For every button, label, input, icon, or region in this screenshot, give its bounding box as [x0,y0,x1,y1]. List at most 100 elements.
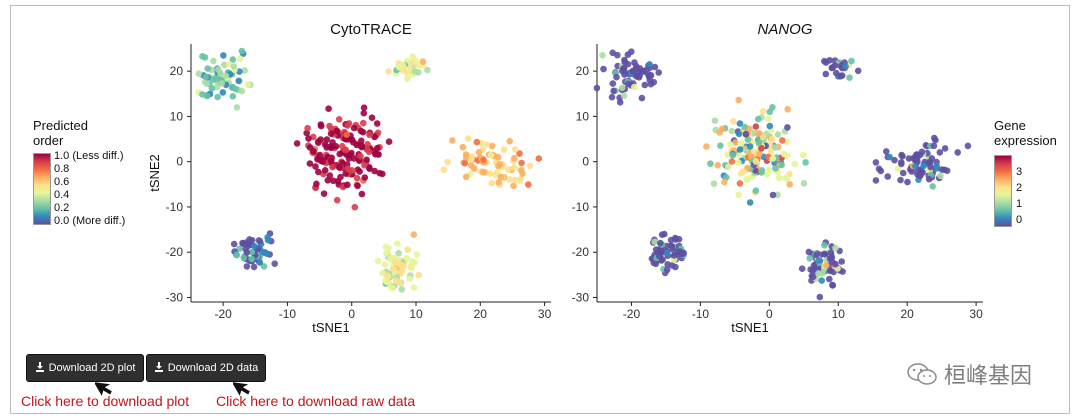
data-point [609,80,617,87]
data-point [406,275,414,283]
data-point [351,203,359,211]
data-point [344,181,351,189]
legend-label-0-2: 0.2 [54,202,70,214]
data-point [396,279,404,287]
data-point [392,258,399,266]
data-point [798,265,806,273]
x-tick-label: -20 [214,307,232,321]
data-point [260,263,268,270]
data-point [468,153,476,160]
data-point [724,163,732,170]
legend-label-0-4: 0.4 [54,189,70,201]
x-tick-label: 0 [766,307,773,321]
data-point [236,55,244,63]
data-point [359,128,367,136]
data-point [711,117,719,124]
data-point [230,63,238,70]
data-point [759,108,767,115]
legend-title-line2: order [33,132,64,148]
data-point [943,167,951,174]
y-tick-label: -10 [166,200,184,214]
data-point [250,263,258,271]
data-point [238,47,246,55]
data-point [353,174,361,182]
data-point [614,51,621,59]
annotation-download-data: Click here to download raw data [216,393,416,409]
data-point [933,162,940,170]
colorbar-predicted-order [33,153,51,225]
data-point [449,137,456,144]
download-2d-plot-button[interactable]: Download 2D plot [26,354,144,382]
data-point [842,63,849,70]
data-point [399,67,407,74]
x-tick-label: 0 [348,307,355,321]
data-point [672,263,679,271]
data-point [730,118,737,125]
data-point [230,240,238,248]
data-point [791,160,799,168]
data-point [916,151,924,159]
data-point [883,148,890,155]
data-point [220,52,227,59]
data-point [806,255,813,262]
data-point [373,144,381,152]
download-2d-data-button[interactable]: Download 2D data [146,354,266,382]
data-point [931,134,938,142]
data-point [385,68,392,75]
data-point [333,196,341,204]
data-point [618,84,626,92]
data-point [710,180,718,187]
data-point [305,135,312,142]
data-point [929,183,936,190]
cursor-arrow-icon [233,382,250,396]
data-point [765,166,773,174]
data-point [365,148,373,156]
y-tick-label: -20 [572,245,590,259]
data-point [517,175,524,183]
data-point [599,52,606,59]
data-point [732,139,739,146]
data-point [854,67,862,75]
data-point [894,165,902,173]
scatter-plots: -20 -10 0 10 20 30 20 10 0 -10 -20 -30 tSNE1 tSNE2 -20… [147,44,983,335]
data-point [784,124,791,131]
y-tick-label: -10 [572,200,590,214]
data-point [928,155,936,162]
data-point [816,293,824,301]
gene-legend-label-3: 3 [1016,166,1023,178]
data-point [650,259,657,267]
data-point [815,270,822,277]
data-point [350,155,358,162]
legend-label-0-6: 0.6 [54,176,70,188]
data-point [204,65,212,72]
data-point [440,166,448,173]
data-point [822,70,830,78]
legend-label-0-8: 0.8 [54,163,70,175]
data-point [398,267,406,275]
data-point [337,173,344,181]
data-point [235,77,242,85]
data-point [729,152,737,159]
data-point [368,114,376,121]
data-point [389,266,397,273]
data-point [256,259,264,266]
download-2d-data-label: Download 2D data [167,362,259,374]
gene-legend-label-2: 2 [1016,182,1023,194]
data-point [800,151,807,159]
data-point [644,71,652,78]
data-point [395,249,402,257]
x-axis-label: tSNE1 [731,320,769,335]
data-point [327,130,335,137]
data-point [897,176,904,184]
legend-label-1-0: 1.0 (Less diff.) [54,150,124,162]
data-point [786,181,794,188]
data-point [703,143,710,150]
data-point [927,163,934,171]
data-point [917,172,924,179]
legend-gene-expression: Gene expression [994,118,1074,149]
data-point [675,250,683,258]
data-point [463,151,470,159]
data-point [672,236,679,243]
data-point [363,156,371,164]
data-point [511,176,519,184]
